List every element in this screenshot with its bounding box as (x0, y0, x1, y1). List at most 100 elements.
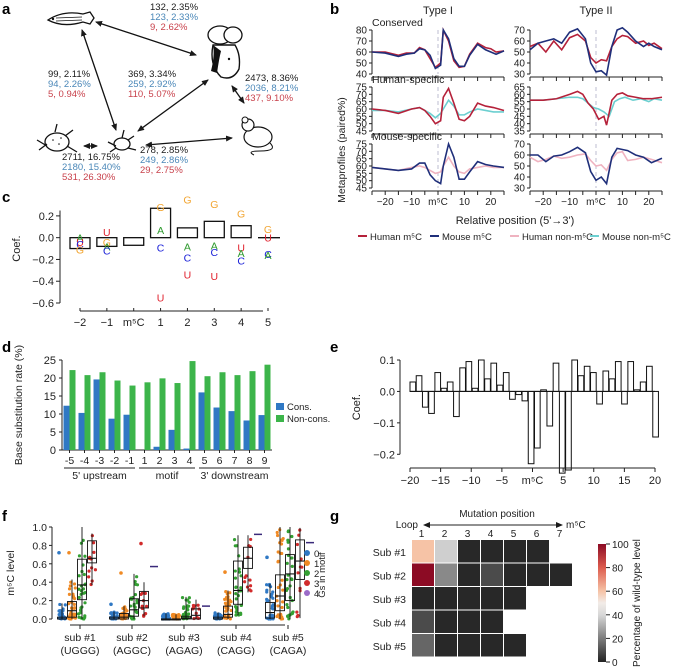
edge-count-label: 132, 2.35% (150, 2, 199, 13)
box (77, 558, 87, 601)
data-point (77, 554, 82, 558)
series-line (530, 146, 663, 186)
bar-noncons (234, 375, 241, 450)
y-tick-label: −0.1 (373, 418, 395, 430)
y-tick-label: 0.8 (32, 540, 47, 552)
y-tick-label: 25 (44, 355, 56, 367)
data-point (233, 569, 237, 573)
data-point (93, 568, 98, 572)
coef-bar (203, 220, 225, 239)
heatmap-cell (458, 540, 480, 563)
edge-arrow (231, 85, 245, 104)
row-label: Sub #1 (373, 547, 406, 559)
edge-count-label: 2473, 8.36% (245, 73, 299, 84)
data-point (276, 613, 280, 617)
nucleotide-letter: G (103, 237, 111, 249)
x-tick-label: 1 (142, 455, 148, 467)
data-point (166, 613, 171, 618)
coef-bar (434, 372, 442, 392)
data-point (296, 571, 300, 575)
x-tick-label: −20 (377, 197, 394, 208)
outlier-point (109, 602, 113, 607)
x-tick-label: 10 (588, 475, 600, 487)
y-tick-label: 60 (356, 105, 368, 116)
x-tick-label: 9 (262, 455, 268, 467)
edge-count-label: 278, 2.85% (140, 145, 189, 156)
heatmap-cell (527, 563, 549, 586)
row-label: Sub #3 (373, 594, 406, 606)
xenopus-tropicalis-icon (107, 129, 137, 153)
coef-bar (149, 207, 172, 239)
data-point (271, 607, 275, 611)
heatmap-cell (481, 563, 503, 586)
data-point (281, 588, 285, 592)
heatmap-cell (458, 634, 480, 657)
nucleotide-letter: U (184, 270, 192, 282)
bar-noncons (114, 380, 121, 450)
data-point (67, 592, 72, 597)
panel-label-f: f (2, 508, 8, 525)
data-point (239, 586, 243, 590)
data-point (160, 614, 165, 618)
bar-cons (153, 446, 160, 450)
data-point (82, 572, 86, 577)
data-point (67, 587, 72, 591)
column-label: 7 (557, 529, 563, 540)
x-tick-label: m⁵C (586, 197, 606, 208)
box (223, 605, 233, 618)
data-point (129, 597, 134, 601)
y-tick-label: 40 (514, 173, 526, 184)
data-point (131, 616, 135, 620)
y-tick-label: 45 (356, 127, 368, 138)
y-tick-label: 1.0 (32, 522, 47, 534)
column-label: 6 (534, 529, 540, 540)
data-point (187, 596, 191, 600)
data-point (219, 613, 223, 618)
edge-count-label: 259, 2.92% (128, 79, 177, 90)
data-point (249, 537, 253, 542)
coef-bar (596, 390, 603, 405)
box (139, 590, 149, 609)
bar-noncons (249, 371, 256, 450)
x-tick-label: 8 (247, 455, 253, 467)
data-point (63, 603, 67, 607)
heatmap-cell (504, 587, 526, 610)
data-point (285, 577, 289, 582)
x-axis-label: Relative position (5'→3') (456, 215, 575, 227)
legend-label: Human non-m⁵C (522, 232, 593, 243)
coef-bar (509, 390, 516, 400)
x-tick-label: 5 (560, 475, 566, 487)
data-point (290, 534, 294, 539)
y-tick-label: 50 (514, 48, 526, 59)
edge-count-label: 437, 9.10% (245, 93, 294, 104)
data-point (139, 592, 143, 597)
coef-bar (602, 370, 610, 392)
x-tick-label: -3 (95, 455, 104, 467)
data-point (295, 542, 300, 547)
bar-cons (213, 407, 220, 450)
nucleotide-letter: G (183, 195, 191, 207)
data-point (290, 577, 294, 582)
series-line (529, 26, 663, 77)
data-point (233, 605, 238, 609)
data-point (291, 610, 295, 614)
coef-bar (534, 390, 541, 449)
data-point (171, 612, 175, 617)
row-label: Sub #4 (373, 617, 406, 629)
bar-noncons (219, 372, 226, 450)
legend-label: Human m⁵C (370, 232, 422, 243)
data-point (270, 604, 275, 608)
data-point (187, 612, 191, 616)
box (67, 601, 77, 618)
y-axis-label: m⁵C level (5, 550, 17, 595)
data-point (79, 611, 83, 615)
panel-a: 132, 2.35%123, 2.33%9, 2.62% 99, 2.11%94,… (36, 2, 299, 183)
y-tick-label: 0.6 (32, 559, 47, 571)
bar-cons (168, 429, 175, 450)
data-point (286, 540, 290, 544)
